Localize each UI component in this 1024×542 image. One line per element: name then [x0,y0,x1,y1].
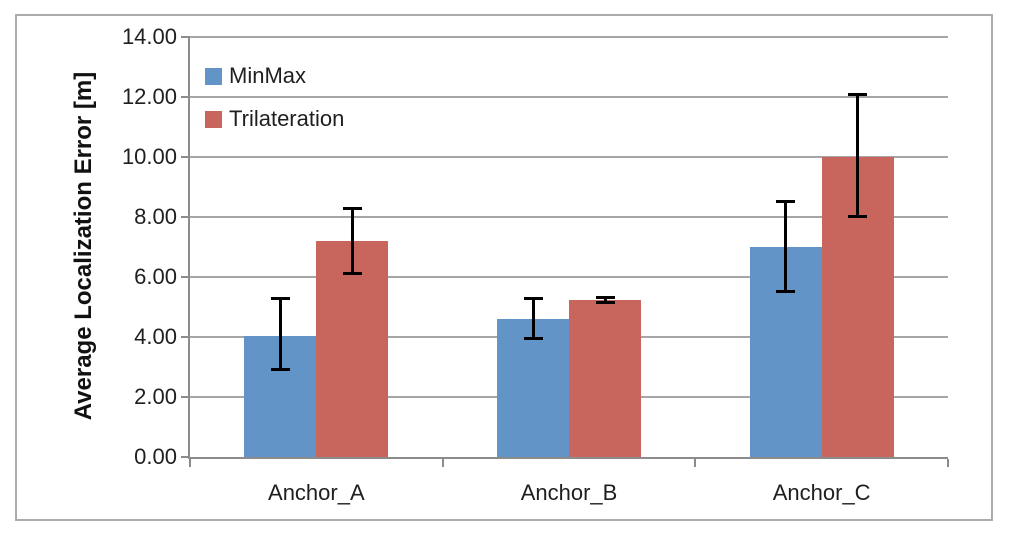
x-axis-category-label: Anchor_A [268,480,365,505]
error-bar-cap-top [523,297,543,300]
x-axis-tick [189,459,191,467]
legend: MinMax Trilateration [205,63,344,132]
error-bar-cap-bottom [776,290,796,293]
legend-swatch-minmax [205,67,222,85]
bar-minmax-anchor_b [497,319,569,457]
x-axis-category-label: Anchor_B [520,480,618,505]
error-bar-cap-top [776,199,796,203]
x-axis-line [188,457,948,459]
x-axis-tick [441,459,444,467]
gridline [190,36,948,38]
legend-item-trilateration: Trilateration [205,106,344,132]
legend-label-minmax: MinMax [229,63,307,88]
error-bar-cap-bottom [270,368,290,371]
error-bar-cap-bottom [595,300,615,304]
error-bar-line [350,208,354,274]
y-axis-tick-label: 10.00 [121,144,177,169]
error-bar-cap-top [848,93,868,96]
gridline [190,96,948,98]
x-axis-tick [694,459,697,467]
error-bar-line [531,298,535,339]
error-bar-line [603,296,607,303]
gridline [190,216,948,218]
y-axis-tick-label: 4.00 [134,324,177,349]
y-axis-tick [181,96,190,98]
y-axis-tick [181,396,190,398]
y-axis-tick [181,36,190,38]
error-bar-cap-top [595,295,615,299]
y-axis-tick-label: 2.00 [134,384,177,409]
y-axis-line [188,36,190,459]
y-axis-tick-label: 12.00 [121,84,177,109]
y-axis-tick-label: 14.00 [121,24,177,49]
x-axis-tick [947,459,949,467]
y-axis-tick [181,156,190,158]
gridline [190,156,948,158]
gridline [190,276,948,278]
bar-trilateration-anchor_a [316,241,389,457]
error-bar-cap-top [270,297,290,300]
error-bar-cap-bottom [523,336,543,340]
y-axis-tick-label: 6.00 [134,264,177,289]
bar-trilateration-anchor_b [569,299,641,457]
error-bar-cap-bottom [848,215,868,218]
legend-label-trilateration: Trilateration [229,106,345,131]
x-axis-category-label: Anchor_C [772,480,871,505]
error-bar-cap-top [342,207,362,210]
error-bar-line [856,94,860,217]
error-bar-cap-bottom [342,272,362,275]
y-axis-tick [181,336,190,338]
y-axis-tick [181,456,190,458]
legend-item-minmax: MinMax [205,63,344,89]
legend-swatch-trilateration [205,110,222,128]
y-axis-tick-label: 8.00 [134,204,177,229]
y-axis-tick [181,216,190,218]
error-bar-line [784,200,788,292]
y-axis-tick [181,276,190,278]
y-axis-tick-label: 0.00 [134,444,177,469]
error-bar-line [278,298,282,370]
